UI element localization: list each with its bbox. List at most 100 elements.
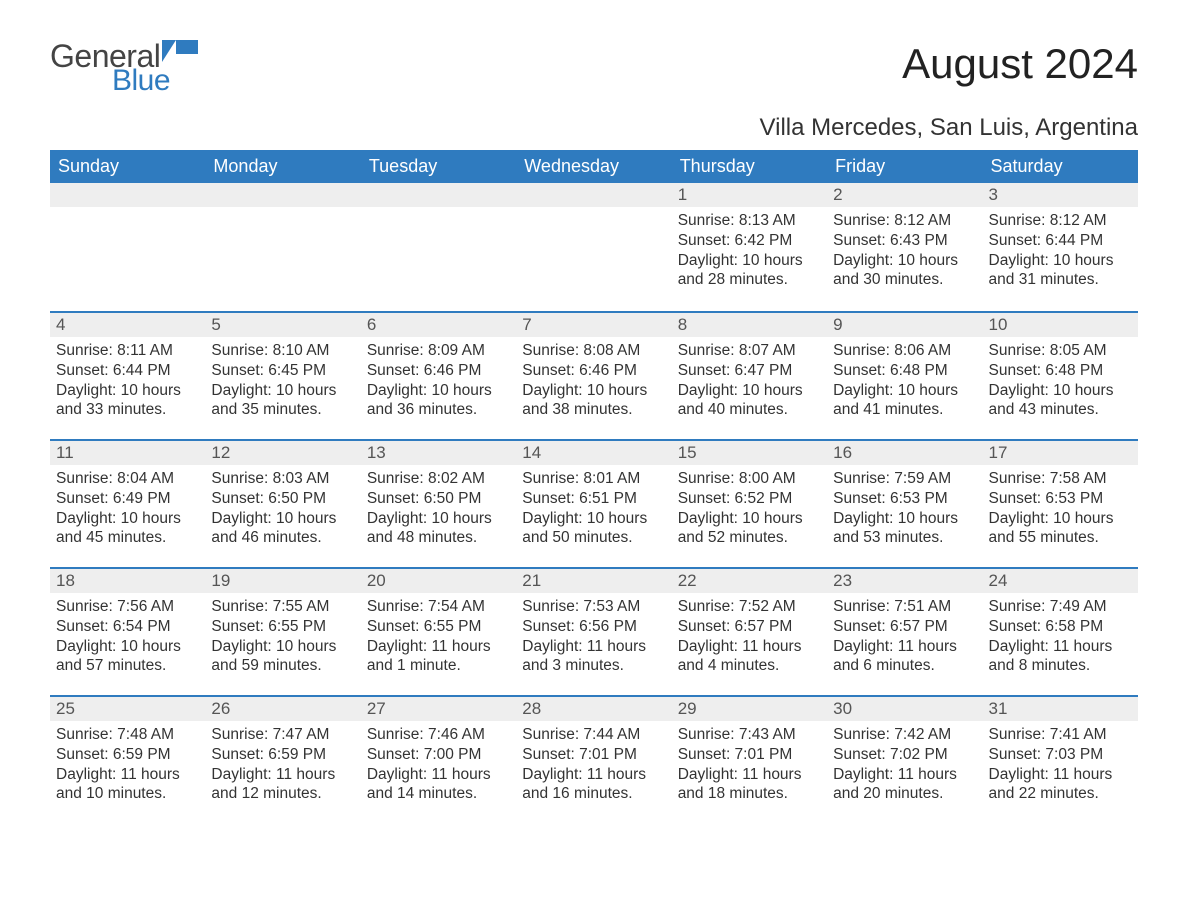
day-details: Sunrise: 7:47 AMSunset: 6:59 PMDaylight:…	[205, 721, 360, 812]
sunrise-line: Sunrise: 7:49 AM	[989, 597, 1132, 617]
calendar-day-cell: 16Sunrise: 7:59 AMSunset: 6:53 PMDayligh…	[827, 439, 982, 567]
day-number: 19	[205, 567, 360, 593]
day-number: 26	[205, 695, 360, 721]
sunrise-line: Sunrise: 7:54 AM	[367, 597, 510, 617]
sunrise-line: Sunrise: 8:04 AM	[56, 469, 199, 489]
sunrise-line: Sunrise: 8:01 AM	[522, 469, 665, 489]
daylight-line: Daylight: 10 hours and 30 minutes.	[833, 251, 976, 291]
page-title: August 2024	[902, 40, 1138, 88]
calendar-day-cell: 11Sunrise: 8:04 AMSunset: 6:49 PMDayligh…	[50, 439, 205, 567]
sunset-line: Sunset: 7:02 PM	[833, 745, 976, 765]
day-number: 8	[672, 311, 827, 337]
sunset-line: Sunset: 6:44 PM	[56, 361, 199, 381]
sunrise-line: Sunrise: 7:47 AM	[211, 725, 354, 745]
calendar-table: SundayMondayTuesdayWednesdayThursdayFrid…	[50, 150, 1138, 823]
sunrise-line: Sunrise: 7:41 AM	[989, 725, 1132, 745]
day-details: Sunrise: 7:55 AMSunset: 6:55 PMDaylight:…	[205, 593, 360, 684]
calendar-week-row: 18Sunrise: 7:56 AMSunset: 6:54 PMDayligh…	[50, 567, 1138, 695]
sunset-line: Sunset: 7:03 PM	[989, 745, 1132, 765]
day-details: Sunrise: 8:07 AMSunset: 6:47 PMDaylight:…	[672, 337, 827, 428]
day-details: Sunrise: 8:03 AMSunset: 6:50 PMDaylight:…	[205, 465, 360, 556]
calendar-day-cell: 1Sunrise: 8:13 AMSunset: 6:42 PMDaylight…	[672, 183, 827, 311]
sunset-line: Sunset: 6:44 PM	[989, 231, 1132, 251]
calendar-day-cell: 18Sunrise: 7:56 AMSunset: 6:54 PMDayligh…	[50, 567, 205, 695]
sunset-line: Sunset: 6:55 PM	[211, 617, 354, 637]
daylight-line: Daylight: 10 hours and 31 minutes.	[989, 251, 1132, 291]
flag-icon	[162, 40, 198, 66]
day-number: 20	[361, 567, 516, 593]
calendar-day-cell: 14Sunrise: 8:01 AMSunset: 6:51 PMDayligh…	[516, 439, 671, 567]
day-details: Sunrise: 7:56 AMSunset: 6:54 PMDaylight:…	[50, 593, 205, 684]
sunrise-line: Sunrise: 8:02 AM	[367, 469, 510, 489]
daylight-line: Daylight: 10 hours and 55 minutes.	[989, 509, 1132, 549]
daylight-line: Daylight: 11 hours and 16 minutes.	[522, 765, 665, 805]
sunrise-line: Sunrise: 7:52 AM	[678, 597, 821, 617]
day-details: Sunrise: 7:41 AMSunset: 7:03 PMDaylight:…	[983, 721, 1138, 812]
day-details: Sunrise: 8:02 AMSunset: 6:50 PMDaylight:…	[361, 465, 516, 556]
calendar-week-row: 11Sunrise: 8:04 AMSunset: 6:49 PMDayligh…	[50, 439, 1138, 567]
sunrise-line: Sunrise: 7:46 AM	[367, 725, 510, 745]
day-number: 10	[983, 311, 1138, 337]
daylight-line: Daylight: 10 hours and 43 minutes.	[989, 381, 1132, 421]
calendar-day-cell: 13Sunrise: 8:02 AMSunset: 6:50 PMDayligh…	[361, 439, 516, 567]
sunrise-line: Sunrise: 8:13 AM	[678, 211, 821, 231]
sunset-line: Sunset: 6:50 PM	[367, 489, 510, 509]
calendar-day-cell: 15Sunrise: 8:00 AMSunset: 6:52 PMDayligh…	[672, 439, 827, 567]
calendar-day-cell: 31Sunrise: 7:41 AMSunset: 7:03 PMDayligh…	[983, 695, 1138, 823]
calendar-day-cell: 3 Sunrise: 8:12 AMSunset: 6:44 PMDaylight…	[983, 183, 1138, 311]
day-number: 16	[827, 439, 982, 465]
sunrise-line: Sunrise: 8:12 AM	[989, 211, 1132, 231]
day-number: 6	[361, 311, 516, 337]
day-number: 9	[827, 311, 982, 337]
daylight-line: Daylight: 10 hours and 28 minutes.	[678, 251, 821, 291]
day-number: 15	[672, 439, 827, 465]
sunrise-line: Sunrise: 8:07 AM	[678, 341, 821, 361]
day-details: Sunrise: 8:08 AMSunset: 6:46 PMDaylight:…	[516, 337, 671, 428]
sunset-line: Sunset: 6:50 PM	[211, 489, 354, 509]
sunset-line: Sunset: 6:51 PM	[522, 489, 665, 509]
daylight-line: Daylight: 10 hours and 57 minutes.	[56, 637, 199, 677]
daylight-line: Daylight: 10 hours and 36 minutes.	[367, 381, 510, 421]
day-details: Sunrise: 8:01 AMSunset: 6:51 PMDaylight:…	[516, 465, 671, 556]
daylight-line: Daylight: 10 hours and 52 minutes.	[678, 509, 821, 549]
weekday-header: Monday	[205, 150, 360, 183]
sunset-line: Sunset: 6:53 PM	[989, 489, 1132, 509]
day-details: Sunrise: 8:00 AMSunset: 6:52 PMDaylight:…	[672, 465, 827, 556]
day-details: Sunrise: 7:52 AMSunset: 6:57 PMDaylight:…	[672, 593, 827, 684]
daynum-bar	[361, 183, 516, 207]
daylight-line: Daylight: 10 hours and 45 minutes.	[56, 509, 199, 549]
sunrise-line: Sunrise: 7:51 AM	[833, 597, 976, 617]
day-number: 18	[50, 567, 205, 593]
daylight-line: Daylight: 10 hours and 59 minutes.	[211, 637, 354, 677]
weekday-header: Friday	[827, 150, 982, 183]
daylight-line: Daylight: 11 hours and 4 minutes.	[678, 637, 821, 677]
day-number: 31	[983, 695, 1138, 721]
sunrise-line: Sunrise: 8:08 AM	[522, 341, 665, 361]
calendar-empty-cell	[516, 183, 671, 311]
calendar-empty-cell	[205, 183, 360, 311]
day-details: Sunrise: 7:48 AMSunset: 6:59 PMDaylight:…	[50, 721, 205, 812]
sunset-line: Sunset: 6:48 PM	[833, 361, 976, 381]
calendar-day-cell: 5Sunrise: 8:10 AMSunset: 6:45 PMDaylight…	[205, 311, 360, 439]
sunset-line: Sunset: 6:59 PM	[211, 745, 354, 765]
day-number: 29	[672, 695, 827, 721]
day-number: 12	[205, 439, 360, 465]
day-number: 30	[827, 695, 982, 721]
day-details: Sunrise: 8:13 AMSunset: 6:42 PMDaylight:…	[672, 207, 827, 298]
calendar-day-cell: 23Sunrise: 7:51 AMSunset: 6:57 PMDayligh…	[827, 567, 982, 695]
calendar-day-cell: 21Sunrise: 7:53 AMSunset: 6:56 PMDayligh…	[516, 567, 671, 695]
day-number: 5	[205, 311, 360, 337]
sunset-line: Sunset: 6:49 PM	[56, 489, 199, 509]
sunset-line: Sunset: 6:58 PM	[989, 617, 1132, 637]
daylight-line: Daylight: 10 hours and 33 minutes.	[56, 381, 199, 421]
daylight-line: Daylight: 11 hours and 20 minutes.	[833, 765, 976, 805]
brand-part2: Blue	[112, 66, 198, 96]
day-number: 3	[983, 183, 1138, 207]
day-details: Sunrise: 8:10 AMSunset: 6:45 PMDaylight:…	[205, 337, 360, 428]
day-number: 21	[516, 567, 671, 593]
sunset-line: Sunset: 6:43 PM	[833, 231, 976, 251]
sunrise-line: Sunrise: 8:05 AM	[989, 341, 1132, 361]
calendar-day-cell: 9Sunrise: 8:06 AMSunset: 6:48 PMDaylight…	[827, 311, 982, 439]
sunrise-line: Sunrise: 8:06 AM	[833, 341, 976, 361]
daylight-line: Daylight: 10 hours and 53 minutes.	[833, 509, 976, 549]
